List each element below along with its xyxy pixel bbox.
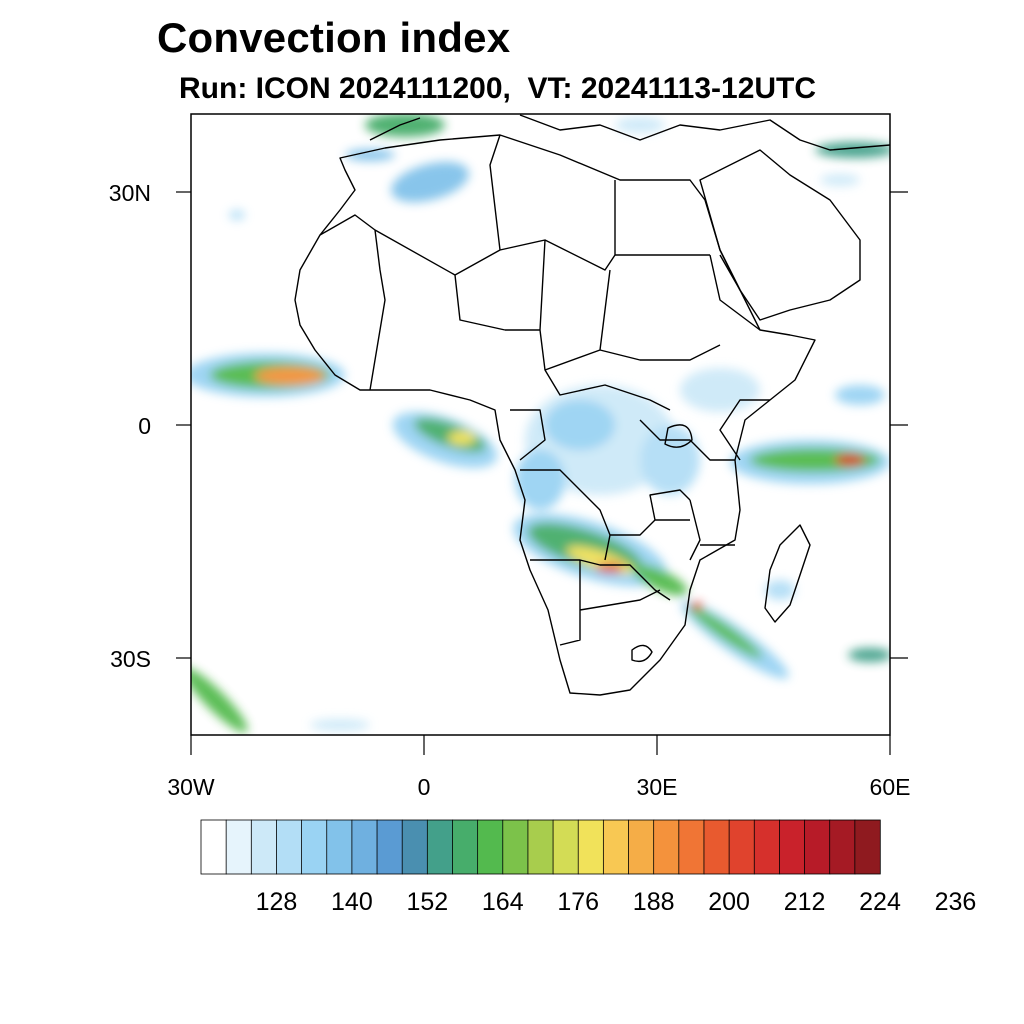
colorbar-swatch	[376, 819, 403, 875]
map-ticks	[176, 191, 908, 755]
colorbar-swatch	[678, 819, 705, 875]
colorbar-swatch	[527, 819, 554, 875]
lat-label-0: 0	[138, 413, 151, 439]
arabia-coastline	[699, 149, 861, 321]
colorbar-swatch	[552, 819, 579, 875]
colorbar-swatch	[200, 819, 227, 875]
colorbar-swatch	[829, 819, 856, 875]
convection-cell	[365, 114, 445, 137]
convection-field	[191, 114, 890, 733]
convection-cell	[815, 142, 890, 158]
colorbar-swatch	[502, 819, 529, 875]
lon-label-0: 0	[417, 774, 431, 800]
convection-cell	[835, 454, 865, 466]
colorbar-tick-label: 128	[255, 888, 298, 916]
convection-cell	[835, 385, 885, 405]
country-border	[319, 134, 770, 646]
lon-label-30e: 30E	[636, 774, 678, 800]
convection-cell	[545, 400, 615, 450]
colorbar-swatch	[728, 819, 755, 875]
madagascar-coastline	[764, 524, 811, 623]
colorbar-swatch	[804, 819, 831, 875]
chart-subtitle: Run: ICON 2024111200, VT: 20241113-12UTC	[179, 72, 816, 106]
europe-coastline	[369, 114, 890, 151]
convection-cell	[345, 149, 395, 161]
lon-label-60e: 60E	[869, 774, 911, 800]
colorbar-tick-label: 140	[331, 888, 373, 916]
convection-cell	[191, 667, 248, 733]
colorbar-swatch	[326, 819, 353, 875]
run-label: Run: ICON 2024111200,	[179, 72, 511, 105]
colorbar-swatch	[779, 819, 806, 875]
colorbar-tick-label: 236	[934, 888, 977, 916]
colorbar-swatch	[703, 819, 730, 875]
coastlines	[294, 114, 890, 696]
convection-cell	[391, 161, 469, 203]
lake-victoria	[664, 424, 693, 448]
colorbar-swatch	[753, 819, 781, 875]
lesotho-border	[631, 644, 653, 663]
colorbar-swatch	[426, 819, 454, 875]
colorbar-swatch	[351, 819, 378, 875]
convection-cell	[640, 425, 700, 495]
valid-time-label: VT: 20241113-12UTC	[527, 72, 817, 105]
lat-label-30s: 30S	[110, 646, 151, 672]
convection-cell	[848, 648, 890, 662]
convection-cell	[691, 602, 703, 610]
colorbar-swatch	[653, 819, 680, 875]
colorbar-tick-label: 152	[406, 888, 449, 916]
convection-cell	[687, 605, 763, 659]
convection-cell	[765, 580, 795, 600]
colorbar-swatch	[452, 819, 479, 875]
lat-label-30n: 30N	[108, 180, 151, 206]
colorbar-tick-label: 212	[783, 888, 826, 916]
convection-cell	[448, 431, 476, 445]
convection-cell	[310, 719, 370, 731]
colorbar-tick-label: 176	[557, 888, 600, 916]
chart-title: Convection index	[157, 14, 511, 61]
colorbar-swatch	[225, 819, 252, 875]
convection-cell	[820, 174, 860, 186]
convection-cell	[229, 210, 245, 220]
colorbar-tick-label: 188	[632, 888, 675, 916]
convection-cell	[750, 448, 880, 472]
colorbar-swatch	[477, 819, 504, 875]
colorbar-swatch	[602, 819, 630, 875]
colorbar-swatch	[401, 819, 429, 875]
colorbar-swatch	[854, 819, 881, 875]
convection-cell	[632, 564, 688, 596]
colorbar-swatch	[577, 819, 605, 875]
colorbar-swatch	[628, 819, 655, 875]
colorbar	[200, 819, 881, 875]
convection-cell	[255, 367, 325, 385]
lon-label-30w: 30W	[167, 774, 215, 800]
colorbar-tick-label: 200	[708, 888, 750, 916]
convection-cell	[680, 368, 760, 412]
colorbar-tick-label: 224	[859, 888, 901, 916]
colorbar-swatch	[276, 819, 303, 875]
colorbar-tick-label: 164	[481, 888, 524, 916]
colorbar-swatch	[250, 819, 278, 875]
convection-cell	[515, 450, 565, 510]
convection-cell	[615, 117, 665, 133]
colorbar-swatch	[301, 819, 328, 875]
